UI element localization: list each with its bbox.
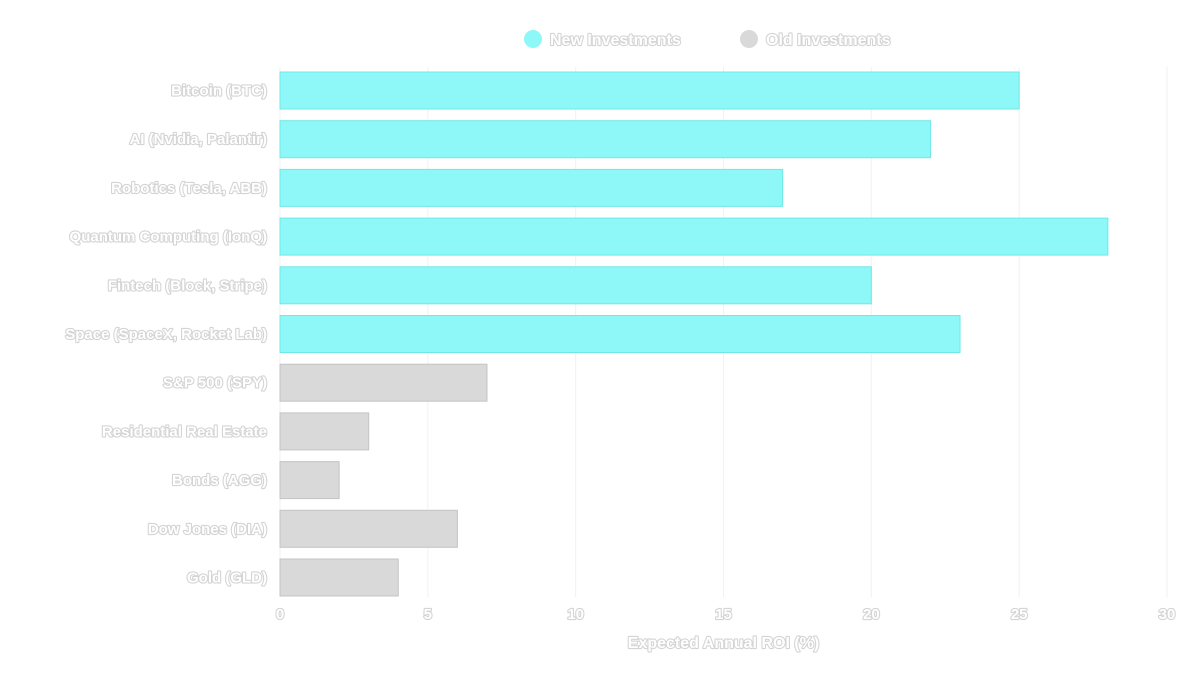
category-label-bonds-agg: Bonds (AGG) [172,472,267,489]
legend-label-new-investments: New Investments [550,32,681,49]
bar-bitcoin-btc [279,71,1020,110]
legend-label-old-investments: Old Investments [766,32,891,49]
bar-space-spacex-rocket-lab [279,315,961,353]
bar-ai-nvidia-palantir [279,120,931,159]
category-label-gold-gld: Gold (GLD) [187,570,267,587]
category-label-s-p-500-spy: S&P 500 (SPY) [163,375,267,392]
x-tick-label-15: 15 [715,606,732,623]
bar-robotics-tesla-abb [279,168,784,207]
bar-residential-real-estate [279,412,370,451]
legend-item-new-investments[interactable]: New Investments [524,30,682,50]
bar-quantum-computing-ionq [279,217,1109,256]
x-axis-title: Expected Annual ROI (%) [628,635,819,652]
x-tick-label-10: 10 [567,606,584,623]
category-label-quantum-computing-ionq: Quantum Computing (IonQ) [70,229,267,246]
legend-swatch-new-investments [524,30,542,48]
x-tick-label-5: 5 [424,606,432,623]
bar-fintech-block-stripe [279,266,872,305]
bar-s-p-500-spy [279,363,488,402]
category-label-space-spacex-rocket-lab: Space (SpaceX, Rocket Lab) [65,326,267,343]
x-tick-label-0: 0 [276,606,284,623]
legend-swatch-old-investments [740,30,758,48]
category-label-ai-nvidia-palantir: AI (Nvidia, Palantir) [129,131,267,148]
legend-item-old-investments[interactable]: Old Investments [740,30,892,50]
bar-dow-jones-dia [279,509,458,548]
x-tick-label-30: 30 [1159,606,1176,623]
category-label-robotics-tesla-abb: Robotics (Tesla, ABB) [111,180,267,197]
x-tick-label-25: 25 [1011,606,1028,623]
x-tick-label-20: 20 [863,606,880,623]
bar-bonds-agg [279,461,340,500]
category-label-fintech-block-stripe: Fintech (Block, Stripe) [108,277,267,294]
category-label-dow-jones-dia: Dow Jones (DIA) [148,521,267,538]
x-axis-ticks: 0 5 10 15 20 25 30 [275,605,1177,624]
category-label-bitcoin-btc: Bitcoin (BTC) [171,83,267,100]
bar-gold-gld [279,558,399,597]
category-label-residential-real-estate: Residential Real Estate [102,423,267,440]
legend: New Investments Old Investments [524,30,892,50]
category-labels: Bitcoin (BTC) AI (Nvidia, Palantir) Roboti… [64,81,268,587]
bars [279,71,1109,597]
